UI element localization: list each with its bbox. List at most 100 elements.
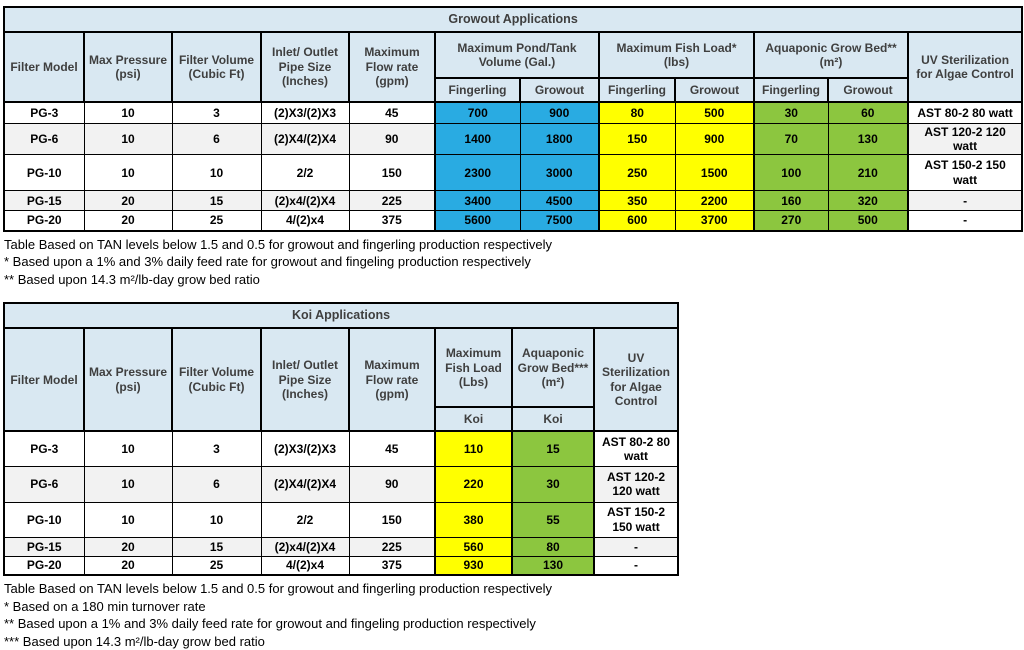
cell-filter-model: PG-6: [3, 465, 85, 503]
cell-pond-volume-fingerling: 1400: [434, 122, 521, 156]
cell-filter-volume: 6: [171, 122, 262, 156]
cell-max-flow: 225: [348, 536, 436, 557]
cell-grow-bed-koi: 80: [511, 536, 595, 557]
cell-fish-load-koi: 220: [434, 465, 513, 503]
cell-fish-load-growout: 500: [674, 101, 755, 124]
growout-applications-table: Growout Applications Filter Model Max Pr…: [2, 6, 1024, 232]
cell-grow-bed-koi: 130: [511, 555, 595, 576]
growout-footnote-feed-rate: * Based upon a 1% and 3% daily feed rate…: [4, 254, 531, 270]
col-header-max-pressure: Max Pressure (psi): [83, 327, 173, 433]
cell-max-pressure: 20: [83, 536, 173, 557]
growout-title-row: Growout Applications: [2, 6, 1024, 33]
cell-grow-bed-koi: 30: [511, 465, 595, 503]
koi-footnote-turnover: * Based on a 180 min turnover rate: [4, 598, 206, 614]
col-header-max-flow: Maximum Flow rate (gpm): [348, 327, 436, 433]
growout-row-pg-3: PG-3 10 3 (2)X3/(2)X3 45 700 900 80 500 30 60 AST 8…: [3, 101, 1023, 124]
group-header-max-fish-load: Maximum Fish Load (Lbs): [434, 327, 513, 409]
col-header-filter-model: Filter Model: [3, 31, 85, 103]
cell-filter-model: PG-6: [3, 122, 85, 156]
col-header-filter-volume: Filter Volume (Cubic Ft): [171, 327, 262, 433]
growout-footnote-grow-bed-ratio: ** Based upon 14.3 m²/lb-day grow bed ra…: [4, 271, 260, 287]
cell-max-pressure: 10: [83, 122, 173, 156]
koi-row-pg-3: PG-3 10 3 (2)X3/(2)X3 45 110 15 AST 80-2 80 wat…: [3, 430, 679, 467]
subheader-fish-koi: Koi: [434, 406, 513, 433]
cell-max-pressure: 10: [83, 501, 173, 538]
cell-uv-sterilization: -: [906, 190, 1023, 212]
growout-footnotes: Table Based on TAN levels below 1.5 and …: [4, 236, 1024, 289]
cell-pipe-size: (2)X3/(2)X3: [260, 430, 350, 467]
cell-pipe-size: 2/2: [260, 154, 350, 192]
cell-filter-model: PG-15: [3, 190, 85, 212]
cell-uv-sterilization: AST 120-2 120 watt: [906, 122, 1023, 156]
cell-max-flow: 150: [348, 154, 436, 192]
cell-fish-load-koi: 930: [434, 555, 513, 576]
cell-filter-volume: 15: [171, 190, 262, 212]
koi-row-pg-20: PG-20 20 25 4/(2)x4 375 930 130-: [3, 555, 679, 576]
koi-title-row: Koi Applications: [2, 302, 680, 330]
growout-row-pg-15: PG-15 20 15 (2)x4/(2)X4 225 3400 4500 350 2200 16…: [3, 190, 1023, 212]
cell-max-pressure: 20: [83, 555, 173, 576]
cell-grow-bed-fingerling: 70: [753, 122, 829, 156]
cell-max-pressure: 10: [83, 465, 173, 503]
group-header-aquaponic-grow-bed: Aquaponic Grow Bed** (m²): [753, 31, 909, 79]
cell-filter-model: PG-3: [3, 101, 85, 124]
cell-pipe-size: (2)x4/(2)X4: [260, 536, 350, 557]
cell-pipe-size: (2)X3/(2)X3: [260, 101, 350, 124]
cell-uv-sterilization: -: [592, 555, 679, 576]
cell-grow-bed-koi: 55: [511, 501, 595, 538]
cell-filter-volume: 25: [171, 555, 262, 576]
cell-filter-volume: 3: [171, 430, 262, 467]
cell-fish-load-fingerling: 80: [598, 101, 676, 124]
cell-grow-bed-fingerling: 270: [753, 210, 829, 232]
koi-footnote-feed-rate: ** Based upon a 1% and 3% daily feed rat…: [4, 616, 536, 632]
cell-pond-volume-fingerling: 700: [434, 101, 521, 124]
cell-fish-load-koi: 560: [434, 536, 513, 557]
cell-fish-load-koi: 110: [434, 430, 513, 467]
growout-row-pg-20: PG-20 20 25 4/(2)x4 375 5600 7500 600 3700 270 500…: [3, 210, 1023, 232]
cell-fish-load-growout: 3700: [674, 210, 755, 232]
cell-filter-model: PG-20: [3, 555, 85, 576]
growout-header-row-2: Fingerling Growout Fingerling Growout Fi…: [4, 77, 1022, 103]
cell-max-pressure: 10: [83, 430, 173, 467]
cell-grow-bed-growout: 130: [827, 122, 909, 156]
cell-pipe-size: (2)X4/(2)X4: [260, 122, 350, 156]
col-header-max-pressure: Max Pressure (psi): [83, 31, 173, 103]
cell-max-pressure: 10: [83, 101, 173, 124]
cell-uv-sterilization: -: [906, 210, 1023, 232]
col-header-pipe-size: Inlet/ Outlet Pipe Size (Inches): [260, 31, 350, 103]
cell-filter-model: PG-15: [3, 536, 85, 557]
koi-row-pg-15: PG-15 20 15 (2)x4/(2)X4 225 560 80-: [3, 536, 679, 557]
growout-header-row-1: Filter Model Max Pressure (psi) Filter V…: [3, 31, 1024, 103]
cell-filter-model: PG-10: [3, 501, 85, 538]
cell-filter-volume: 6: [171, 465, 262, 503]
koi-row-pg-10: PG-10 10 10 2/2 150 380 55 AST 150-2 150 watt: [3, 501, 679, 538]
cell-uv-sterilization: AST 120-2 120 watt: [592, 465, 679, 503]
cell-fish-load-growout: 1500: [674, 154, 755, 192]
cell-fish-load-growout: 2200: [674, 190, 755, 212]
cell-grow-bed-growout: 320: [827, 190, 909, 212]
koi-table-title: Koi Applications: [2, 302, 680, 330]
cell-uv-sterilization: AST 80-2 80 watt: [592, 430, 679, 467]
subheader-bed-koi: Koi: [511, 406, 595, 433]
cell-pond-volume-growout: 900: [519, 101, 600, 124]
growout-row-pg-10: PG-10 10 10 2/2 150 2300 3000 250 1500 100 210 AST …: [3, 154, 1023, 192]
cell-max-flow: 45: [348, 430, 436, 467]
koi-table-header: Koi Applications Filter Model Max Pressu…: [2, 302, 680, 433]
cell-uv-sterilization: AST 150-2 150 watt: [906, 154, 1023, 192]
cell-max-flow: 45: [348, 101, 436, 124]
col-header-uv-sterilization: UV Sterilization for Algae Control: [592, 327, 680, 433]
group-header-aquaponic-grow-bed: Aquaponic Grow Bed*** (m²): [511, 327, 595, 409]
group-header-pond-tank-volume: Maximum Pond/Tank Volume (Gal.): [434, 31, 600, 79]
cell-pipe-size: (2)x4/(2)X4: [260, 190, 350, 212]
cell-pond-volume-fingerling: 2300: [434, 154, 521, 192]
cell-max-flow: 90: [348, 122, 436, 156]
growout-table-title: Growout Applications: [2, 6, 1024, 33]
cell-pond-volume-growout: 7500: [519, 210, 600, 232]
growout-table-header: Growout Applications Filter Model Max Pr…: [2, 6, 1024, 103]
cell-pond-volume-fingerling: 3400: [434, 190, 521, 212]
cell-grow-bed-growout: 60: [827, 101, 909, 124]
cell-fish-load-growout: 900: [674, 122, 755, 156]
cell-filter-model: PG-3: [3, 430, 85, 467]
growout-footnote-tan: Table Based on TAN levels below 1.5 and …: [4, 236, 553, 252]
